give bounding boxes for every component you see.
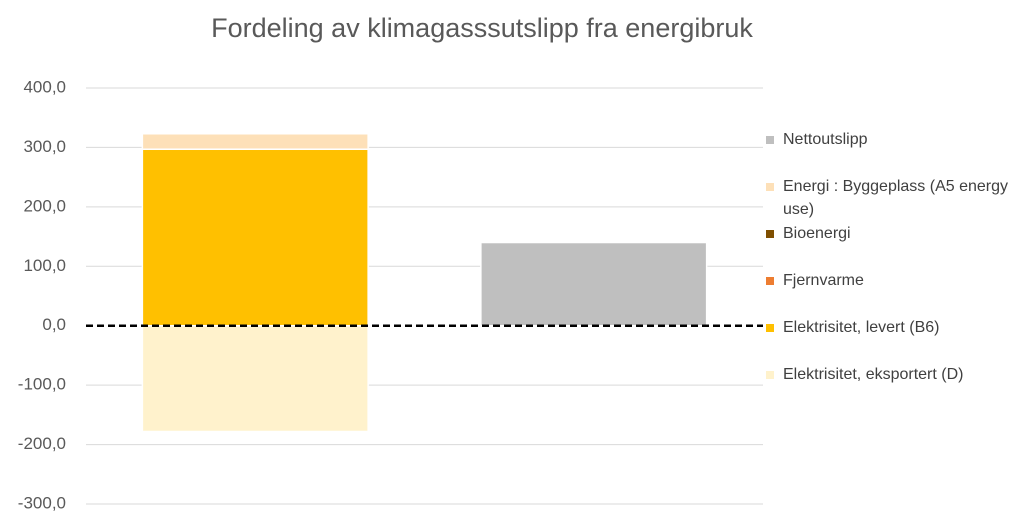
legend-swatch [766,230,774,238]
legend-item: Fjernvarme [766,269,1022,316]
bar-segment [141,133,369,150]
bar-segment [141,324,369,433]
y-tick-label: 300,0 [23,137,66,156]
legend-label: Nettoutslipp [783,131,868,148]
bar-segment [480,241,708,327]
legend-item: Elektrisitet, eksportert (D) [766,363,1022,410]
y-tick-label: 100,0 [23,256,66,275]
legend-swatch [766,136,774,144]
legend-item: Bioenergi [766,222,1022,269]
y-tick-label: 400,0 [23,77,66,96]
legend-item: Nettoutslipp [766,128,1022,175]
legend-swatch [766,183,774,191]
y-tick-label: -200,0 [18,434,66,453]
y-tick-label: 200,0 [23,196,66,215]
legend-item: Energi : Byggeplass (A5 energy use) [766,175,1022,222]
legend-label: Elektrisitet, levert (B6) [783,319,940,336]
legend: Nettoutslipp Energi : Byggeplass (A5 ener… [766,128,1022,410]
legend-label: Energi : Byggeplass (A5 energy use) [783,178,1009,218]
legend-item: Elektrisitet, levert (B6) [766,316,1022,363]
chart-title: Fordeling av klimagasssutslipp fra energ… [211,13,753,43]
legend-swatch [766,277,774,285]
legend-label: Elektrisitet, eksportert (D) [783,366,964,383]
legend-swatch [766,371,774,379]
bar-segment [141,148,369,327]
y-tick-label: -100,0 [18,375,66,394]
legend-label: Fjernvarme [783,272,864,289]
y-tick-label: 0,0 [42,315,66,334]
y-tick-label: -300,0 [18,493,66,512]
legend-swatch [766,324,774,332]
legend-label: Bioenergi [783,225,851,242]
